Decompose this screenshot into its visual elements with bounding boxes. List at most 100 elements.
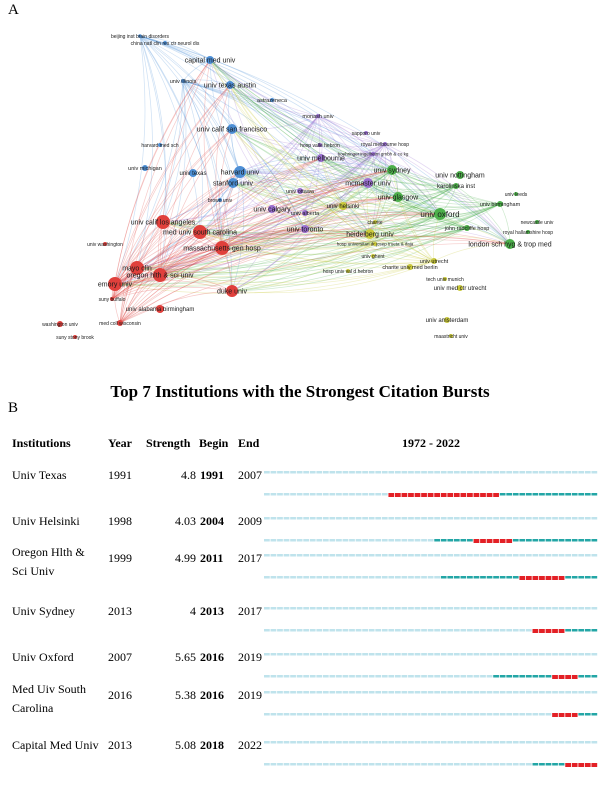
- network-edge: [239, 157, 322, 173]
- timeline-active-segment: [506, 576, 513, 579]
- timeline-inactive-segment: [427, 653, 434, 656]
- timeline-inactive-segment: [290, 607, 296, 610]
- timeline-inactive-segment: [552, 653, 558, 656]
- network-edge: [159, 228, 306, 276]
- timeline-active-segment: [532, 493, 539, 496]
- timeline-inactive-segment: [525, 653, 532, 656]
- network-node: [73, 335, 77, 339]
- timeline-inactive-segment: [440, 675, 447, 678]
- network-edge: [119, 243, 511, 324]
- timeline-inactive-segment: [388, 713, 395, 716]
- timeline-burst-segment: [565, 763, 572, 767]
- timeline-inactive-segment: [349, 607, 355, 610]
- network-edge: [139, 35, 233, 130]
- institution-name: Univ Oxford: [12, 650, 74, 664]
- network-node: [270, 98, 274, 102]
- timeline-inactive-segment: [421, 554, 427, 557]
- timeline-inactive-segment: [355, 653, 362, 656]
- network-node: [227, 124, 237, 134]
- header-year-range: 1972 - 2022: [402, 436, 460, 450]
- timeline-inactive-segment: [368, 517, 375, 520]
- timeline-inactive-segment: [283, 629, 290, 632]
- timeline-inactive-segment: [303, 763, 310, 766]
- timeline-inactive-segment: [394, 607, 401, 610]
- network-edge: [209, 59, 435, 262]
- timeline-inactive-segment: [414, 741, 421, 744]
- timeline-inactive-segment: [368, 493, 375, 496]
- timeline-inactive-segment: [519, 607, 526, 610]
- first-year-value: 2007: [108, 650, 132, 664]
- timeline-burst-segment: [401, 493, 408, 497]
- timeline-inactive-segment: [473, 629, 480, 632]
- timeline-inactive-segment: [336, 493, 342, 496]
- timeline-inactive-segment: [375, 741, 382, 744]
- timeline-inactive-segment: [290, 629, 296, 632]
- timeline-inactive-segment: [545, 713, 552, 716]
- timeline-inactive-segment: [447, 653, 454, 656]
- timeline-inactive-segment: [329, 675, 336, 678]
- institution-name-line2: Carolina: [12, 701, 54, 715]
- timeline-inactive-segment: [381, 629, 388, 632]
- timeline-inactive-segment: [388, 691, 395, 694]
- network-node-label: stanford univ: [213, 180, 254, 187]
- timeline-burst-segment: [447, 493, 454, 497]
- first-year-value: 2013: [108, 604, 132, 618]
- timeline-inactive-segment: [394, 576, 401, 579]
- timeline-inactive-segment: [440, 713, 447, 716]
- network-edge: [136, 115, 319, 269]
- network-node-label: univ calif los angeles: [131, 219, 196, 226]
- network-edge: [111, 171, 241, 300]
- timeline-inactive-segment: [584, 471, 591, 474]
- network-node-label: univ texas austin: [204, 82, 256, 89]
- timeline-inactive-segment: [460, 629, 467, 632]
- network-edge: [221, 227, 468, 255]
- network-edge: [342, 203, 441, 215]
- network-edge: [229, 84, 393, 171]
- network-node: [193, 225, 207, 239]
- network-edge: [320, 153, 374, 160]
- strength-value: 4.8: [181, 468, 196, 482]
- strength-value: 5.08: [175, 738, 196, 752]
- network-edge: [231, 128, 376, 245]
- network-node-label: john radcliffe hosp: [444, 226, 490, 232]
- network-edge: [231, 203, 501, 292]
- timeline-inactive-segment: [565, 554, 572, 557]
- timeline-inactive-segment: [381, 493, 388, 496]
- timeline-inactive-segment: [506, 554, 513, 557]
- timeline-burst-segment: [565, 675, 572, 679]
- timeline-inactive-segment: [270, 675, 277, 678]
- timeline-burst-segment: [571, 763, 578, 767]
- timeline-inactive-segment: [473, 653, 480, 656]
- network-edge: [239, 171, 457, 194]
- burst-begin-value: 1991: [200, 468, 224, 482]
- timeline-inactive-segment: [375, 675, 382, 678]
- network-edge: [229, 84, 386, 145]
- timeline-inactive-segment: [394, 517, 401, 520]
- network-edge: [119, 84, 231, 324]
- network-edge: [232, 115, 319, 184]
- timeline-inactive-segment: [552, 607, 558, 610]
- timeline-inactive-segment: [303, 713, 310, 716]
- timeline-inactive-segment: [290, 713, 296, 716]
- timeline-active-segment: [584, 675, 591, 678]
- timeline-inactive-segment: [342, 471, 349, 474]
- timeline-inactive-segment: [460, 653, 467, 656]
- timeline-inactive-segment: [362, 607, 368, 610]
- network-node-label: univ illinois: [170, 79, 197, 85]
- burst-end-value: 2022: [238, 738, 262, 752]
- timeline-inactive-segment: [525, 607, 532, 610]
- network-node-label: duke univ: [217, 288, 247, 295]
- timeline-inactive-segment: [362, 471, 368, 474]
- timeline-inactive-segment: [342, 691, 349, 694]
- network-edge: [159, 59, 211, 276]
- timeline-inactive-segment: [434, 741, 441, 744]
- timeline-inactive-segment: [290, 493, 296, 496]
- timeline-inactive-segment: [545, 554, 552, 557]
- timeline-inactive-segment: [460, 691, 467, 694]
- timeline-burst-segment: [552, 576, 558, 580]
- timeline-inactive-segment: [394, 539, 401, 542]
- timeline-inactive-segment: [277, 607, 283, 610]
- timeline-inactive-segment: [349, 653, 355, 656]
- timeline-inactive-segment: [349, 741, 355, 744]
